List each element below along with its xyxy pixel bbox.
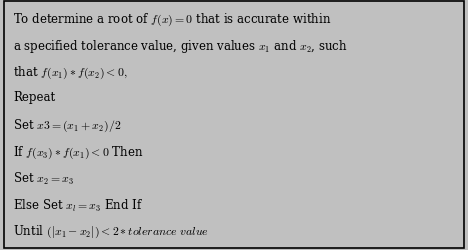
- Text: Set $x3=(x_1+x_2)/2$: Set $x3=(x_1+x_2)/2$: [13, 117, 121, 134]
- Text: that $f(x_1)*f(x_2)<0,$: that $f(x_1)*f(x_2)<0,$: [13, 64, 128, 80]
- Text: Else Set $x_l=x_3$ End If: Else Set $x_l=x_3$ End If: [13, 197, 143, 213]
- Text: Repeat: Repeat: [13, 91, 55, 104]
- Text: To determine a root of $f(x)=0$ that is accurate within: To determine a root of $f(x)=0$ that is …: [13, 11, 331, 28]
- FancyBboxPatch shape: [4, 2, 464, 248]
- Text: Set $x_2=x_3$: Set $x_2=x_3$: [13, 170, 74, 186]
- Text: a specified tolerance value, given values $x_1$ and $x_2$, such: a specified tolerance value, given value…: [13, 38, 348, 55]
- Text: Until $(|x_1-x_2|)<2*\mathit{tolerance\ value}$: Until $(|x_1-x_2|)<2*\mathit{tolerance\ …: [13, 223, 209, 240]
- Text: If $f(x_3)*f(x_1)<0$ Then: If $f(x_3)*f(x_1)<0$ Then: [13, 144, 144, 160]
